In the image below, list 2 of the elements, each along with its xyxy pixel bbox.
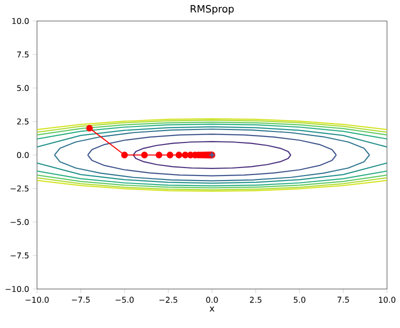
chart-title: RMSprop [190, 5, 234, 15]
x-axis-title: x [210, 306, 214, 312]
